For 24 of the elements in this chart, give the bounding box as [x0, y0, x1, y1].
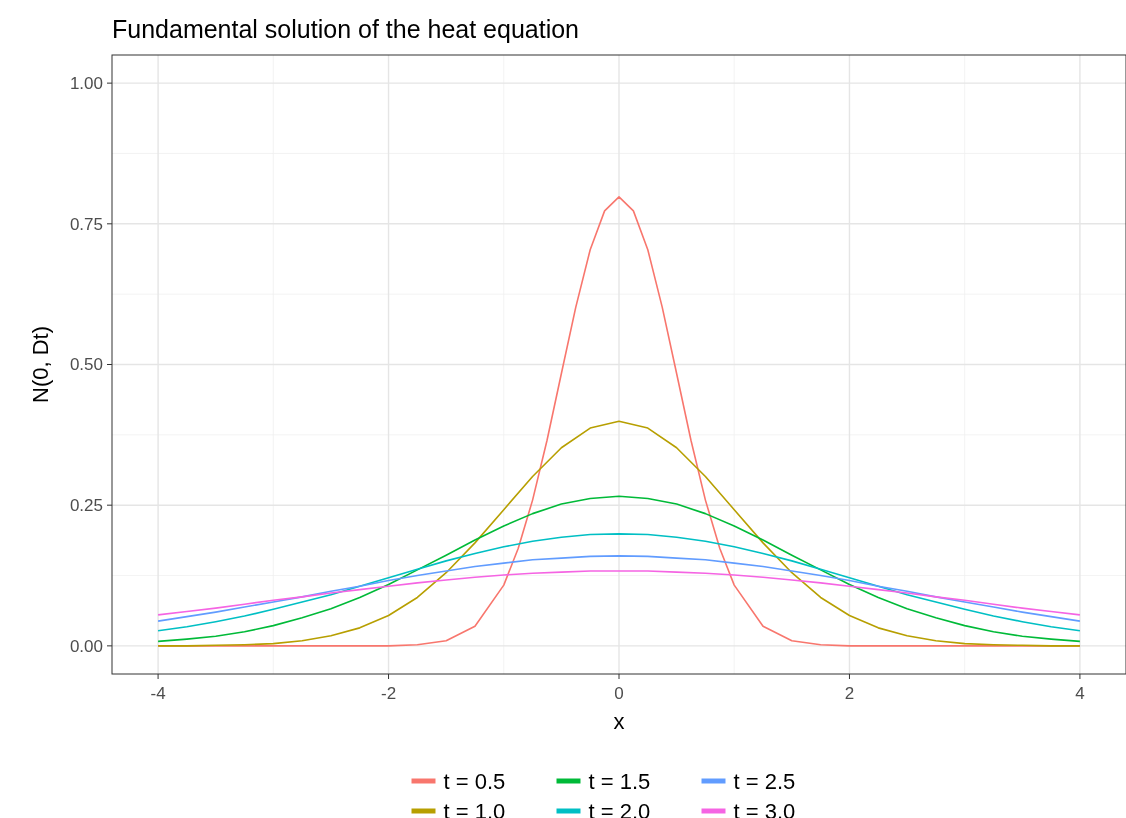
legend-label: t = 1.5 — [588, 768, 651, 794]
legend-label: t = 3.0 — [733, 798, 796, 818]
x-axis-title: x — [613, 709, 625, 734]
legend-label: t = 1.0 — [443, 798, 506, 818]
y-tick-label: 0.00 — [69, 636, 103, 656]
x-tick-label: -4 — [150, 684, 166, 703]
y-tick-label: 0.50 — [69, 355, 103, 375]
y-tick-label: 0.75 — [69, 214, 103, 234]
line-series — [157, 555, 1081, 622]
y-tick-label: 1.00 — [69, 74, 103, 94]
y-axis-title: N(0, Dt) — [28, 326, 53, 403]
legend-label: t = 0.5 — [443, 768, 506, 794]
legend-label: t = 2.5 — [733, 768, 796, 794]
line-series — [157, 570, 1081, 616]
chart-title: Fundamental solution of the heat equation — [112, 15, 580, 43]
line-series — [157, 495, 1081, 643]
x-tick-label: 0 — [614, 684, 624, 703]
x-tick-label: -2 — [380, 684, 397, 703]
x-tick-label: 2 — [844, 684, 855, 703]
legend-label: t = 2.0 — [588, 798, 651, 818]
line-series — [157, 420, 1081, 647]
y-tick-label: 0.25 — [69, 496, 103, 516]
x-tick-label: 4 — [1075, 684, 1085, 703]
line-series — [157, 533, 1081, 632]
